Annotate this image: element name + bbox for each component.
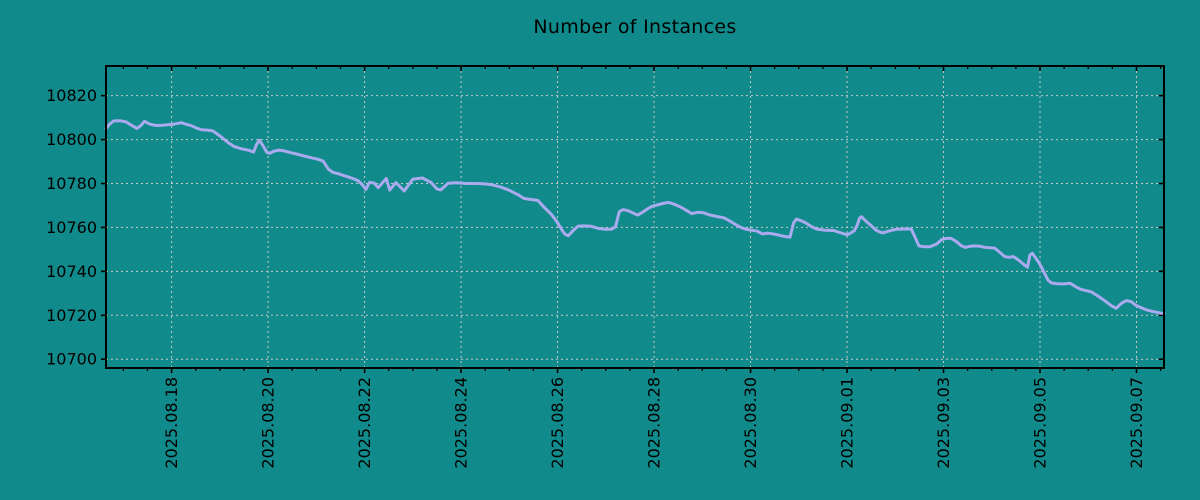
x-tick-label: 2025.08.30 bbox=[741, 377, 760, 469]
y-tick-label: 10800 bbox=[46, 130, 97, 149]
x-tick-label: 2025.09.05 bbox=[1031, 377, 1050, 469]
y-tick-label: 10820 bbox=[46, 86, 97, 105]
x-tick-label: 2025.08.18 bbox=[162, 377, 181, 469]
x-tick-label: 2025.08.28 bbox=[645, 377, 664, 469]
x-tick-label: 2025.09.07 bbox=[1127, 377, 1146, 469]
y-tick-label: 10740 bbox=[46, 262, 97, 281]
chart-title: Number of Instances bbox=[533, 16, 737, 38]
x-tick-label: 2025.09.01 bbox=[838, 377, 857, 469]
x-tick-label: 2025.09.03 bbox=[934, 377, 953, 469]
y-tick-label: 10760 bbox=[46, 218, 97, 237]
y-tick-label: 10700 bbox=[46, 350, 97, 369]
y-tick-label: 10720 bbox=[46, 306, 97, 325]
y-tick-label: 10780 bbox=[46, 174, 97, 193]
series-line-instances bbox=[104, 119, 1166, 315]
plot-border bbox=[105, 65, 1165, 369]
x-tick-label: 2025.08.26 bbox=[548, 377, 567, 469]
x-tick-label: 2025.08.22 bbox=[355, 377, 374, 469]
x-tick-label: 2025.08.24 bbox=[452, 377, 471, 469]
x-tick-label: 2025.08.20 bbox=[259, 377, 278, 469]
